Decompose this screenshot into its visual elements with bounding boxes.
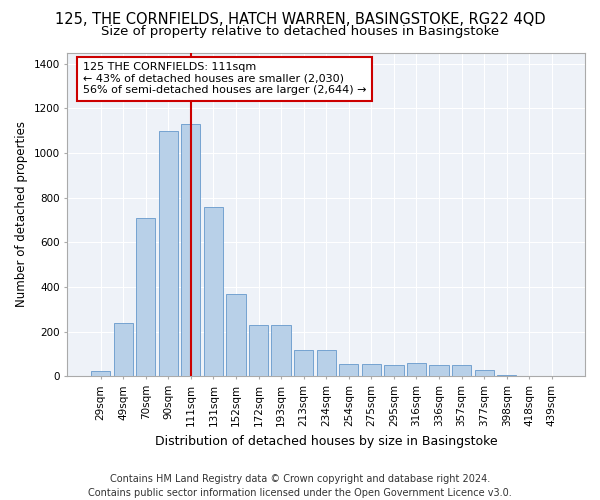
Bar xyxy=(249,325,268,376)
Bar xyxy=(362,364,381,376)
Bar xyxy=(113,323,133,376)
Bar xyxy=(91,371,110,376)
Bar xyxy=(181,124,200,376)
Bar xyxy=(475,370,494,376)
Bar xyxy=(385,365,404,376)
Bar xyxy=(294,350,313,376)
Text: 125, THE CORNFIELDS, HATCH WARREN, BASINGSTOKE, RG22 4QD: 125, THE CORNFIELDS, HATCH WARREN, BASIN… xyxy=(55,12,545,28)
Bar xyxy=(339,364,358,376)
Bar xyxy=(317,350,336,376)
Bar xyxy=(136,218,155,376)
Text: 125 THE CORNFIELDS: 111sqm
← 43% of detached houses are smaller (2,030)
56% of s: 125 THE CORNFIELDS: 111sqm ← 43% of deta… xyxy=(83,62,367,96)
Text: Contains HM Land Registry data © Crown copyright and database right 2024.
Contai: Contains HM Land Registry data © Crown c… xyxy=(88,474,512,498)
Bar xyxy=(430,365,449,376)
X-axis label: Distribution of detached houses by size in Basingstoke: Distribution of detached houses by size … xyxy=(155,434,497,448)
Bar xyxy=(271,325,290,376)
Bar xyxy=(452,365,471,376)
Bar xyxy=(226,294,245,376)
Y-axis label: Number of detached properties: Number of detached properties xyxy=(15,122,28,308)
Bar xyxy=(158,130,178,376)
Bar xyxy=(204,206,223,376)
Bar xyxy=(407,363,426,376)
Text: Size of property relative to detached houses in Basingstoke: Size of property relative to detached ho… xyxy=(101,25,499,38)
